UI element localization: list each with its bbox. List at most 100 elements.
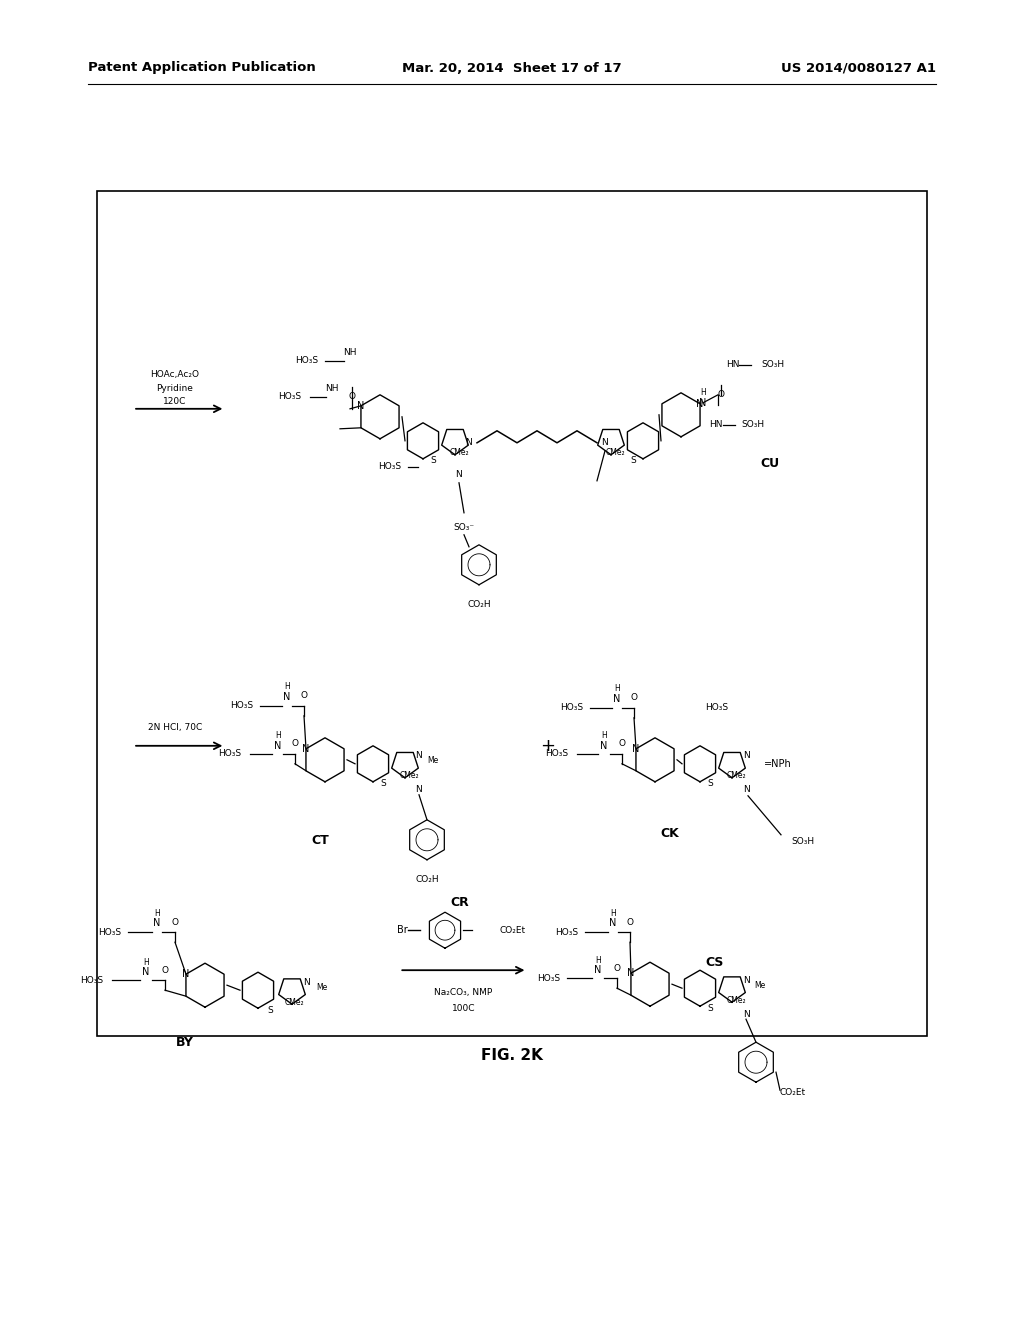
Text: CMe₂: CMe₂ bbox=[726, 995, 745, 1005]
Text: N: N bbox=[303, 978, 309, 986]
Text: HO₃S: HO₃S bbox=[80, 975, 103, 985]
Text: S: S bbox=[380, 779, 386, 788]
Text: N: N bbox=[416, 785, 422, 795]
Text: N: N bbox=[274, 741, 282, 751]
Text: CMe₂: CMe₂ bbox=[726, 771, 745, 780]
Text: N: N bbox=[594, 965, 602, 975]
Text: S: S bbox=[630, 457, 636, 465]
Text: BY: BY bbox=[176, 1036, 194, 1048]
Text: HO₃S: HO₃S bbox=[98, 928, 121, 937]
Text: SO₃H: SO₃H bbox=[791, 837, 814, 846]
Text: Patent Application Publication: Patent Application Publication bbox=[88, 62, 315, 74]
Text: Me: Me bbox=[427, 756, 438, 766]
Text: =NPh: =NPh bbox=[764, 759, 792, 768]
Text: N: N bbox=[416, 751, 422, 760]
Text: US 2014/0080127 A1: US 2014/0080127 A1 bbox=[781, 62, 936, 74]
Text: H: H bbox=[284, 682, 290, 692]
Text: N: N bbox=[602, 438, 608, 447]
Text: CMe₂: CMe₂ bbox=[285, 998, 304, 1007]
Text: N: N bbox=[627, 968, 635, 978]
Text: N: N bbox=[357, 401, 365, 411]
Text: HO₃S: HO₃S bbox=[230, 701, 253, 710]
Text: NH: NH bbox=[343, 348, 356, 358]
Text: CO₂Et: CO₂Et bbox=[500, 925, 526, 935]
Text: +: + bbox=[541, 737, 555, 755]
Text: O: O bbox=[718, 391, 725, 399]
Text: HN: HN bbox=[709, 420, 723, 429]
Text: NH: NH bbox=[326, 384, 339, 393]
Text: N: N bbox=[154, 919, 161, 928]
Text: H: H bbox=[700, 388, 706, 397]
Text: N: N bbox=[466, 438, 472, 447]
Text: O: O bbox=[631, 693, 638, 702]
Text: S: S bbox=[708, 1003, 713, 1012]
Text: HOAc,Ac₂O: HOAc,Ac₂O bbox=[151, 370, 200, 379]
Text: CU: CU bbox=[760, 457, 779, 470]
Text: H: H bbox=[155, 908, 160, 917]
Text: Pyridine: Pyridine bbox=[157, 384, 194, 393]
Text: CT: CT bbox=[311, 834, 329, 847]
Text: H: H bbox=[610, 908, 615, 917]
Text: N: N bbox=[600, 741, 607, 751]
Text: N: N bbox=[284, 692, 291, 702]
Text: N: N bbox=[742, 1010, 750, 1019]
Text: 2N HCl, 70C: 2N HCl, 70C bbox=[147, 723, 202, 731]
Text: N: N bbox=[742, 751, 750, 760]
Text: Me: Me bbox=[316, 982, 328, 991]
Text: N: N bbox=[456, 470, 463, 479]
Text: O: O bbox=[171, 917, 178, 927]
Text: HN: HN bbox=[726, 360, 739, 370]
Text: N: N bbox=[742, 975, 750, 985]
Text: HO₃S: HO₃S bbox=[278, 392, 301, 401]
Text: SO₃H: SO₃H bbox=[741, 420, 764, 429]
Text: HO₃S: HO₃S bbox=[537, 974, 560, 982]
Text: H: H bbox=[614, 684, 620, 693]
Text: CO₂H: CO₂H bbox=[415, 875, 439, 884]
Text: CMe₂: CMe₂ bbox=[605, 449, 625, 457]
Text: Mar. 20, 2014  Sheet 17 of 17: Mar. 20, 2014 Sheet 17 of 17 bbox=[402, 62, 622, 74]
Text: Br: Br bbox=[397, 925, 408, 935]
Text: N: N bbox=[742, 785, 750, 795]
Text: S: S bbox=[708, 779, 713, 788]
Text: HO₃S: HO₃S bbox=[705, 704, 728, 713]
Text: HO₃S: HO₃S bbox=[218, 750, 241, 758]
Text: 100C: 100C bbox=[452, 1005, 475, 1014]
Text: N: N bbox=[696, 399, 703, 409]
Text: HO₃S: HO₃S bbox=[545, 750, 568, 758]
Text: Na₂CO₃, NMP: Na₂CO₃, NMP bbox=[434, 989, 493, 997]
Bar bbox=[97, 191, 927, 1036]
Text: CMe₂: CMe₂ bbox=[399, 771, 419, 780]
Text: N: N bbox=[632, 743, 640, 754]
Text: HO₃S: HO₃S bbox=[560, 704, 583, 713]
Text: N: N bbox=[142, 968, 150, 977]
Text: N: N bbox=[302, 743, 309, 754]
Text: H: H bbox=[143, 958, 148, 966]
Text: 120C: 120C bbox=[163, 397, 186, 405]
Text: H: H bbox=[595, 956, 601, 965]
Text: HO₃S: HO₃S bbox=[295, 356, 318, 366]
Text: O: O bbox=[300, 692, 307, 701]
Text: CR: CR bbox=[451, 896, 469, 908]
Text: FIG. 2K: FIG. 2K bbox=[481, 1048, 543, 1064]
Text: CK: CK bbox=[660, 828, 679, 841]
Text: N: N bbox=[609, 919, 616, 928]
Text: O: O bbox=[613, 964, 621, 973]
Text: SO₃⁻: SO₃⁻ bbox=[454, 523, 474, 532]
Text: CMe₂: CMe₂ bbox=[450, 449, 469, 457]
Text: HO₃S: HO₃S bbox=[378, 462, 401, 471]
Text: Me: Me bbox=[754, 981, 765, 990]
Text: SO₃H: SO₃H bbox=[761, 360, 784, 370]
Text: CS: CS bbox=[705, 956, 723, 969]
Text: S: S bbox=[430, 457, 436, 465]
Text: N: N bbox=[613, 694, 621, 704]
Text: O: O bbox=[292, 739, 299, 748]
Text: O: O bbox=[162, 966, 169, 974]
Text: N: N bbox=[182, 969, 189, 979]
Text: H: H bbox=[601, 731, 607, 741]
Text: CO₂H: CO₂H bbox=[467, 599, 490, 609]
Text: H: H bbox=[275, 731, 281, 741]
Text: CO₂Et: CO₂Et bbox=[780, 1088, 806, 1097]
Text: HO₃S: HO₃S bbox=[555, 928, 579, 937]
Text: O: O bbox=[618, 739, 626, 748]
Text: O: O bbox=[627, 917, 634, 927]
